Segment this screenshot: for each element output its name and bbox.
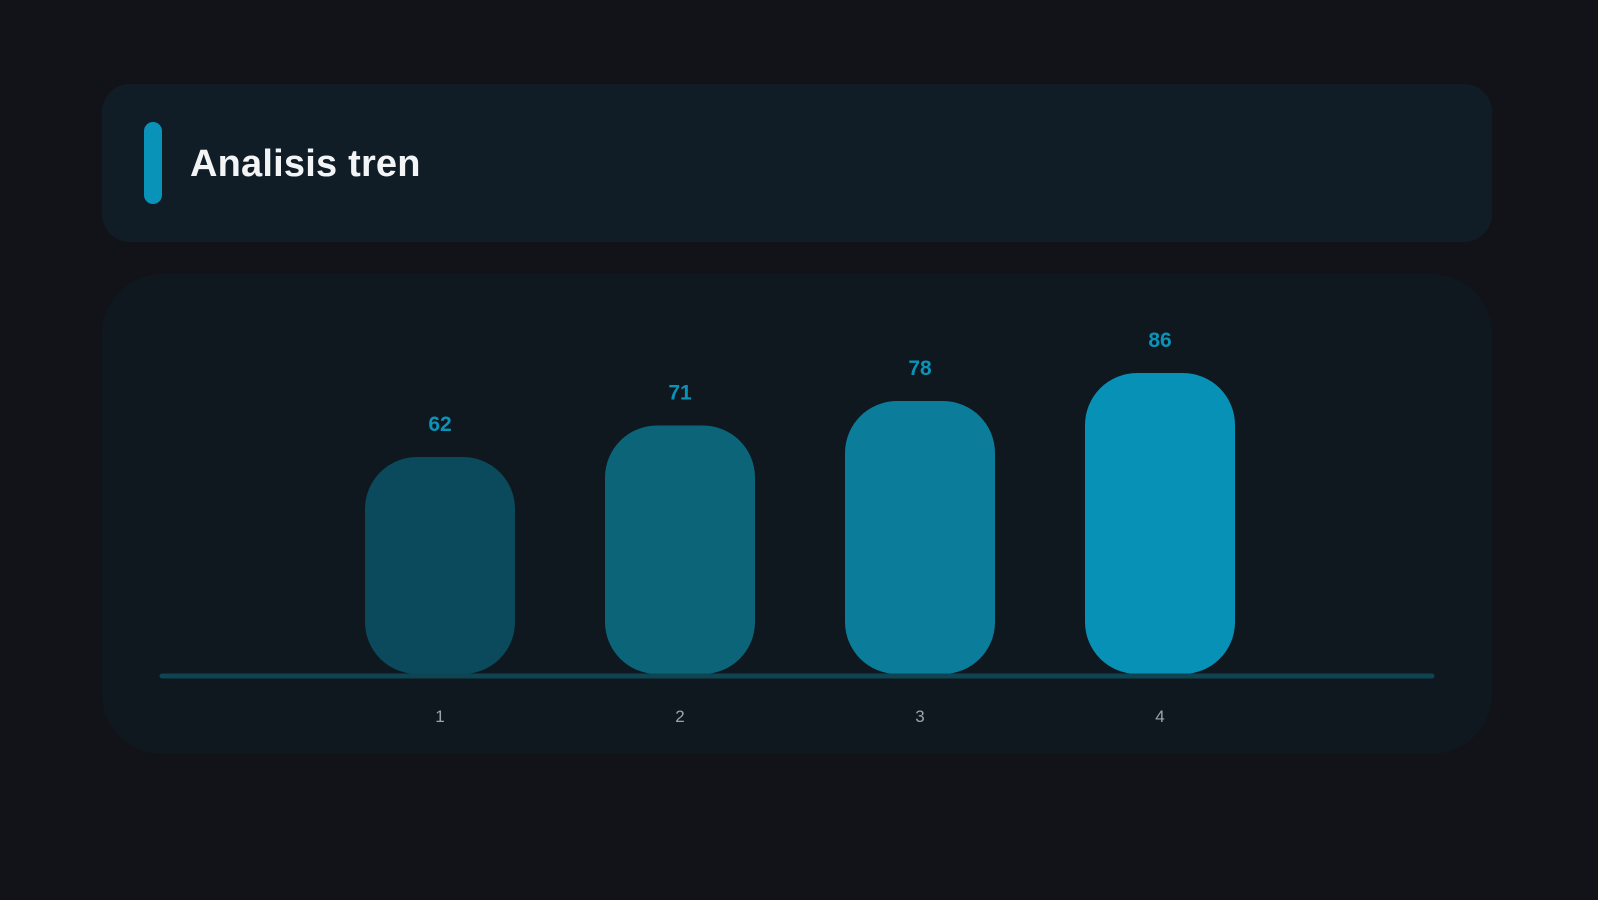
bar-2 <box>605 425 755 674</box>
x-tick-label: 2 <box>675 707 684 726</box>
header-card: Analisis tren <box>102 84 1492 242</box>
bar-value-label: 86 <box>1148 329 1171 352</box>
x-tick-label: 3 <box>915 707 924 726</box>
x-tick-label: 4 <box>1155 707 1164 726</box>
bar-value-label: 62 <box>428 413 451 436</box>
bar-4 <box>1085 373 1235 674</box>
bar-value-label: 71 <box>668 382 692 405</box>
bar-1 <box>365 457 515 674</box>
title-accent-bar <box>144 122 162 204</box>
labels-layer: 62 1 71 2 78 3 86 4 <box>428 329 1171 726</box>
x-tick-label: 1 <box>435 707 444 726</box>
bar-chart: 62 1 71 2 78 3 86 4 <box>159 329 1435 726</box>
bar-3 <box>845 401 995 674</box>
page-title: Analisis tren <box>190 143 421 185</box>
bars-layer <box>365 373 1235 674</box>
bar-value-label: 78 <box>908 357 932 380</box>
chart-card: 62 1 71 2 78 3 86 4 <box>102 274 1492 754</box>
